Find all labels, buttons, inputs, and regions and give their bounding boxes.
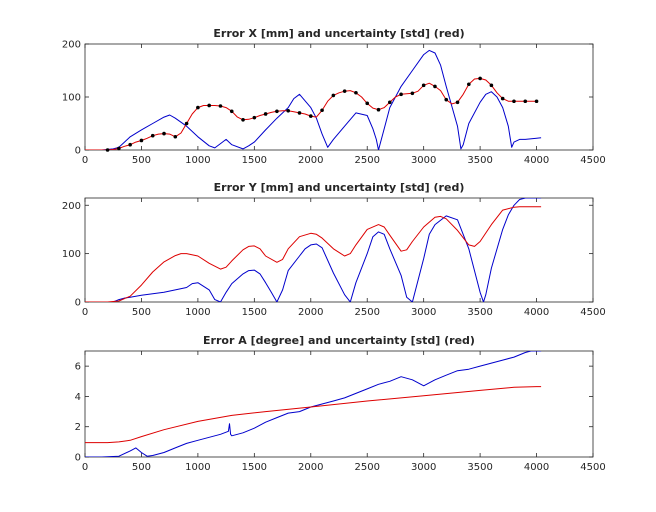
x-tick-label: 4000 <box>524 462 549 473</box>
uncertainty-marker <box>184 121 189 126</box>
y-tick-label: 2 <box>75 422 81 433</box>
x-tick-label: 2000 <box>298 155 323 166</box>
x-tick-label: 3000 <box>411 155 436 166</box>
error-series-line <box>85 351 542 457</box>
uncertainty-marker <box>512 99 516 104</box>
uncertainty-marker <box>150 133 155 138</box>
uncertainty-marker <box>286 108 291 113</box>
uncertainty-marker <box>444 97 449 102</box>
x-tick-label: 1500 <box>242 155 267 166</box>
y-tick-label: 100 <box>62 93 81 104</box>
chart-title: Error Y [mm] and uncertainty [std] (red) <box>214 181 465 194</box>
chart-panel-2: Error Y [mm] and uncertainty [std] (red)… <box>62 181 606 318</box>
x-tick-label: 4000 <box>524 155 549 166</box>
uncertainty-marker <box>534 99 539 104</box>
x-tick-label: 2000 <box>298 307 323 318</box>
y-tick-label: 200 <box>62 40 81 51</box>
x-tick-label: 2500 <box>354 307 379 318</box>
uncertainty-marker <box>342 89 347 93</box>
y-tick-label: 0 <box>75 146 81 157</box>
uncertainty-series-line <box>85 77 537 150</box>
x-tick-label: 2000 <box>298 462 323 473</box>
x-tick-label: 0 <box>82 462 88 473</box>
uncertainty-marker <box>320 108 324 113</box>
uncertainty-marker <box>263 112 268 116</box>
uncertainty-marker <box>365 101 370 106</box>
x-tick-label: 1000 <box>185 462 210 473</box>
uncertainty-marker <box>376 107 381 112</box>
x-tick-label: 1000 <box>185 155 210 166</box>
uncertainty-marker <box>421 83 426 88</box>
uncertainty-marker <box>399 92 403 97</box>
chart-panel-3: Error A [degree] and uncertainty [std] (… <box>75 334 606 473</box>
uncertainty-marker <box>523 99 528 104</box>
x-tick-label: 1500 <box>242 462 267 473</box>
x-tick-label: 3000 <box>411 462 436 473</box>
uncertainty-marker <box>331 93 336 98</box>
y-tick-label: 6 <box>75 362 81 373</box>
y-tick-label: 200 <box>62 201 81 212</box>
uncertainty-marker <box>128 142 132 147</box>
x-tick-label: 1500 <box>242 307 267 318</box>
uncertainty-series-line <box>85 386 542 444</box>
uncertainty-marker <box>139 138 144 143</box>
uncertainty-marker <box>354 90 358 95</box>
uncertainty-marker <box>218 104 223 108</box>
uncertainty-marker <box>241 117 245 122</box>
uncertainty-marker <box>467 82 471 87</box>
x-tick-label: 4000 <box>524 307 549 318</box>
x-tick-label: 0 <box>82 307 88 318</box>
chart-title: Error X [mm] and uncertainty [std] (red) <box>213 27 464 40</box>
x-tick-label: 500 <box>132 462 151 473</box>
uncertainty-marker <box>162 131 166 136</box>
uncertainty-marker <box>410 91 415 96</box>
x-tick-label: 3000 <box>411 307 436 318</box>
uncertainty-marker <box>455 100 460 105</box>
x-tick-label: 4500 <box>580 462 605 473</box>
uncertainty-marker <box>297 111 302 115</box>
x-tick-label: 4500 <box>580 307 605 318</box>
uncertainty-marker <box>173 134 178 139</box>
x-tick-label: 2500 <box>354 462 379 473</box>
chart-title: Error A [degree] and uncertainty [std] (… <box>203 334 475 347</box>
x-tick-label: 1000 <box>185 307 210 318</box>
uncertainty-marker <box>275 109 279 114</box>
y-tick-label: 100 <box>62 249 81 260</box>
uncertainty-marker <box>500 96 505 101</box>
y-tick-label: 4 <box>75 392 81 403</box>
uncertainty-marker <box>478 76 482 81</box>
x-tick-label: 3500 <box>467 307 492 318</box>
x-tick-label: 0 <box>82 155 88 166</box>
y-tick-label: 0 <box>75 298 81 309</box>
y-tick-label: 0 <box>75 453 81 464</box>
x-tick-label: 3500 <box>467 462 492 473</box>
uncertainty-marker <box>489 83 494 88</box>
uncertainty-marker <box>229 109 234 114</box>
x-tick-label: 500 <box>132 155 151 166</box>
error-series-line <box>85 198 542 302</box>
x-tick-label: 500 <box>132 307 151 318</box>
error-series-line <box>85 49 542 150</box>
uncertainty-marker <box>117 146 121 151</box>
uncertainty-marker <box>105 148 110 152</box>
uncertainty-marker <box>308 114 313 118</box>
x-tick-label: 4500 <box>580 155 605 166</box>
plot-frame <box>84 197 594 303</box>
x-tick-label: 2500 <box>354 155 379 166</box>
uncertainty-marker <box>433 84 437 89</box>
x-tick-label: 3500 <box>467 155 492 166</box>
uncertainty-marker <box>196 105 200 110</box>
uncertainty-marker <box>252 115 257 120</box>
uncertainty-marker <box>207 103 211 108</box>
uncertainty-marker <box>388 100 392 105</box>
uncertainty-series-line <box>85 206 542 302</box>
chart-panel-1: Error X [mm] and uncertainty [std] (red)… <box>62 27 606 166</box>
